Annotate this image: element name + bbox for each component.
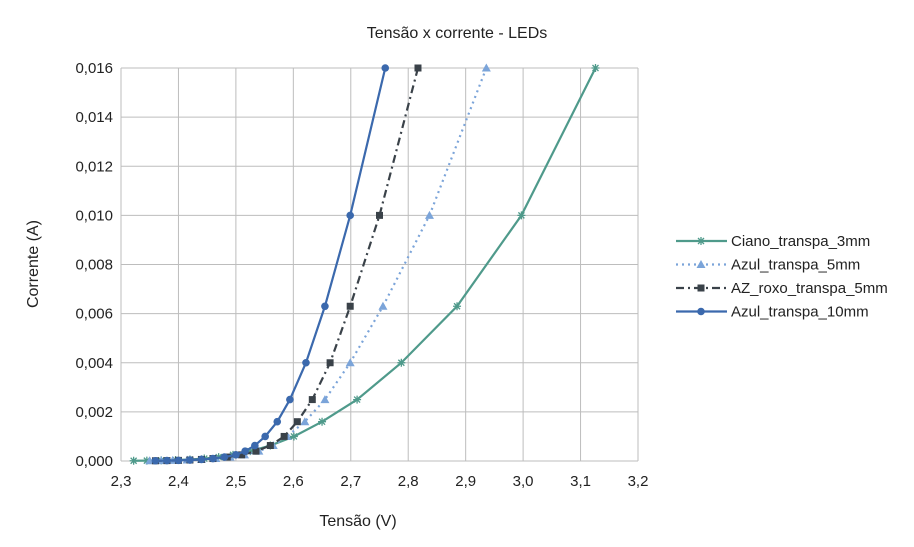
series-Azul_transpa_10mm — [151, 64, 390, 465]
data-point — [238, 451, 246, 459]
x-tick-label: 2,4 — [168, 473, 189, 490]
data-point — [266, 442, 274, 450]
data-point — [286, 395, 294, 404]
legend-label: Ciano_transpa_3mm — [731, 233, 870, 250]
data-point — [174, 456, 183, 465]
data-point — [197, 455, 206, 464]
y-tick-label: 0,004 — [75, 355, 113, 372]
data-point — [321, 302, 329, 311]
data-point — [414, 64, 422, 72]
data-point — [241, 447, 249, 455]
data-point — [346, 211, 355, 220]
data-point — [142, 456, 151, 465]
x-tick-label: 2,3 — [111, 473, 132, 490]
data-point — [151, 456, 160, 465]
x-tick-label: 2,6 — [283, 473, 304, 490]
data-point — [320, 395, 330, 404]
data-point — [186, 456, 194, 464]
legend-item: Azul_transpa_10mm — [676, 304, 869, 321]
x-tick-label: 3,0 — [513, 473, 534, 490]
data-point — [220, 453, 229, 461]
legend-marker-square-icon — [697, 284, 705, 292]
x-tick-label: 2,9 — [455, 473, 476, 490]
y-tick-label: 0,008 — [75, 257, 113, 274]
data-point — [300, 417, 310, 426]
data-point — [397, 358, 406, 367]
data-point — [289, 432, 298, 441]
y-tick-label: 0,016 — [75, 60, 113, 77]
legend-label: Azul_transpa_10mm — [731, 304, 869, 321]
data-point — [591, 64, 600, 72]
data-point — [129, 456, 138, 465]
data-point — [381, 64, 390, 72]
y-axis-label: Corrente (A) — [25, 220, 42, 308]
x-tick-label: 2,7 — [340, 473, 361, 490]
y-tick-label: 0,006 — [75, 306, 113, 323]
legend-label: Azul_transpa_5mm — [731, 257, 860, 274]
data-point — [346, 302, 354, 310]
data-point — [252, 447, 260, 455]
data-point — [232, 451, 240, 459]
data-point — [209, 454, 217, 463]
data-point — [517, 211, 526, 220]
y-tick-label: 0,014 — [75, 109, 113, 126]
legend-item: Azul_transpa_5mm — [676, 257, 860, 274]
data-point — [261, 432, 269, 441]
series-Azul_transpa_5mm — [145, 63, 491, 465]
data-point — [326, 359, 334, 367]
y-tick-label: 0,010 — [75, 207, 113, 224]
data-point — [293, 418, 301, 426]
x-tick-label: 3,1 — [570, 473, 591, 490]
y-tick-label: 0,000 — [75, 453, 113, 470]
legend-marker-circle-icon — [697, 307, 705, 316]
chart-title: Tensão x corrente - LEDs — [367, 25, 548, 42]
y-tick-label: 0,002 — [75, 404, 113, 421]
y-tick-label: 0,012 — [75, 158, 113, 175]
legend-marker-asterisk-icon — [697, 237, 705, 245]
legend-marker-triangle-icon — [696, 260, 706, 268]
data-point — [318, 417, 327, 426]
data-point — [424, 210, 434, 219]
data-point — [163, 456, 171, 465]
data-point — [302, 358, 310, 367]
data-point — [280, 432, 288, 440]
legend-label: AZ_roxo_transpa_5mm — [731, 280, 888, 297]
data-point — [345, 358, 355, 367]
x-tick-label: 3,2 — [628, 473, 649, 490]
data-point — [453, 302, 462, 311]
data-point — [378, 301, 388, 310]
data-point — [481, 63, 491, 72]
x-tick-label: 2,5 — [225, 473, 246, 490]
data-point — [246, 447, 255, 456]
data-point — [353, 395, 362, 404]
x-tick-label: 2,8 — [398, 473, 419, 490]
x-axis-label: Tensão (V) — [319, 513, 396, 530]
legend-item: AZ_roxo_transpa_5mm — [676, 280, 888, 297]
data-point — [251, 441, 259, 450]
data-point — [308, 396, 316, 404]
legend-item: Ciano_transpa_3mm — [676, 233, 870, 250]
data-point — [273, 417, 282, 426]
data-point — [376, 211, 383, 219]
